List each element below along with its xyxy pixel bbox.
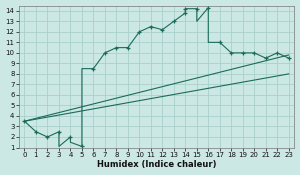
X-axis label: Humidex (Indice chaleur): Humidex (Indice chaleur) bbox=[97, 160, 216, 169]
